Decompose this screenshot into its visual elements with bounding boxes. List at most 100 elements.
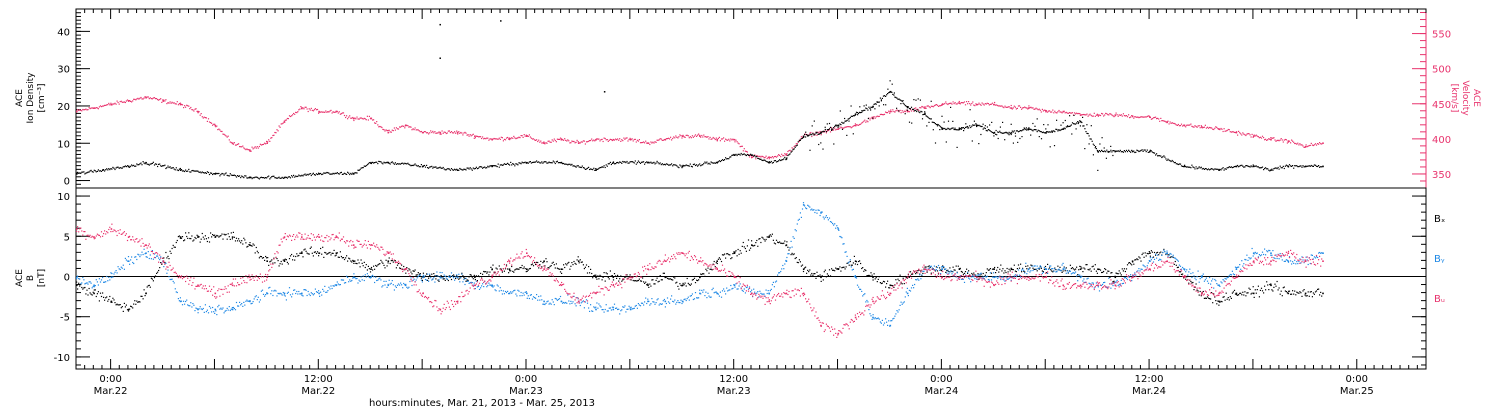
data-point (428, 277, 430, 279)
data-point (1240, 164, 1242, 167)
data-point (934, 104, 936, 106)
data-point (598, 167, 600, 169)
data-point (849, 126, 851, 128)
data-point (959, 128, 961, 130)
data-point (845, 120, 847, 122)
data-point (1098, 114, 1101, 116)
data-point (1172, 122, 1174, 124)
data-point (400, 282, 402, 284)
data-point (93, 107, 95, 109)
data-point (456, 169, 459, 171)
data-point (487, 137, 489, 139)
data-point (934, 123, 936, 125)
data-point (164, 100, 166, 102)
data-point (852, 133, 854, 135)
data-point (705, 162, 707, 164)
data-point (567, 262, 569, 264)
data-point (754, 155, 756, 157)
data-point (644, 301, 646, 303)
data-point (584, 301, 586, 303)
data-point (781, 268, 783, 270)
data-point (167, 255, 169, 257)
data-point (637, 160, 639, 162)
data-point (740, 145, 742, 147)
data-point (789, 153, 791, 155)
data-point (667, 278, 670, 280)
data-point (957, 129, 959, 131)
data-point (127, 308, 130, 311)
data-point (566, 163, 568, 165)
data-point (492, 264, 494, 266)
data-point (100, 279, 103, 281)
data-point (978, 143, 980, 145)
data-point (989, 130, 991, 132)
data-point (525, 291, 527, 293)
data-point (579, 166, 581, 168)
data-point (852, 115, 854, 117)
data-point (1114, 276, 1117, 279)
data-point (656, 139, 658, 141)
data-point (1045, 132, 1047, 134)
data-point (253, 177, 255, 179)
data-point (522, 162, 524, 164)
data-point (171, 247, 173, 250)
data-point (439, 133, 441, 135)
data-point (483, 270, 485, 273)
data-point (536, 261, 538, 263)
data-point (214, 123, 216, 125)
data-point (937, 124, 940, 126)
data-point (910, 110, 913, 112)
data-point (1099, 114, 1102, 117)
data-point (571, 140, 573, 142)
data-point (711, 289, 713, 291)
data-point (266, 257, 268, 259)
data-point (698, 133, 700, 135)
data-point (1149, 252, 1151, 254)
data-point (224, 173, 226, 175)
data-point (750, 153, 752, 155)
data-point (129, 100, 131, 102)
data-point (1198, 294, 1200, 296)
data-point (960, 270, 962, 273)
data-point (891, 320, 893, 322)
data-point (125, 166, 127, 168)
data-point (840, 270, 842, 272)
data-point (368, 115, 370, 117)
data-point (423, 164, 426, 167)
data-point (724, 253, 726, 255)
data-point (552, 140, 554, 142)
data-point (1195, 283, 1197, 285)
data-point (874, 108, 876, 110)
data-point (924, 112, 926, 114)
data-point (609, 270, 611, 272)
data-point (574, 262, 576, 264)
data-point (1221, 301, 1223, 303)
data-point (217, 235, 219, 237)
data-point (1213, 293, 1215, 295)
data-point (108, 102, 110, 104)
data-point (1207, 127, 1210, 129)
data-point (1150, 118, 1152, 120)
data-point (178, 235, 180, 237)
data-point (1174, 260, 1176, 263)
data-point (822, 279, 824, 281)
data-point (1090, 138, 1092, 140)
data-point (380, 126, 382, 128)
data-point (1023, 129, 1025, 131)
data-point (472, 278, 474, 280)
data-point (963, 281, 966, 283)
data-point (802, 136, 805, 138)
data-point (340, 113, 342, 115)
data-point (255, 147, 257, 149)
data-point (289, 177, 292, 179)
data-point (954, 127, 956, 129)
data-point (794, 257, 796, 260)
data-point (583, 268, 585, 270)
data-point (471, 169, 473, 171)
data-point (450, 278, 453, 281)
data-point (936, 266, 939, 269)
data-point (928, 267, 930, 269)
data-point (1264, 167, 1266, 170)
data-point (720, 260, 723, 263)
data-point (1160, 155, 1162, 157)
